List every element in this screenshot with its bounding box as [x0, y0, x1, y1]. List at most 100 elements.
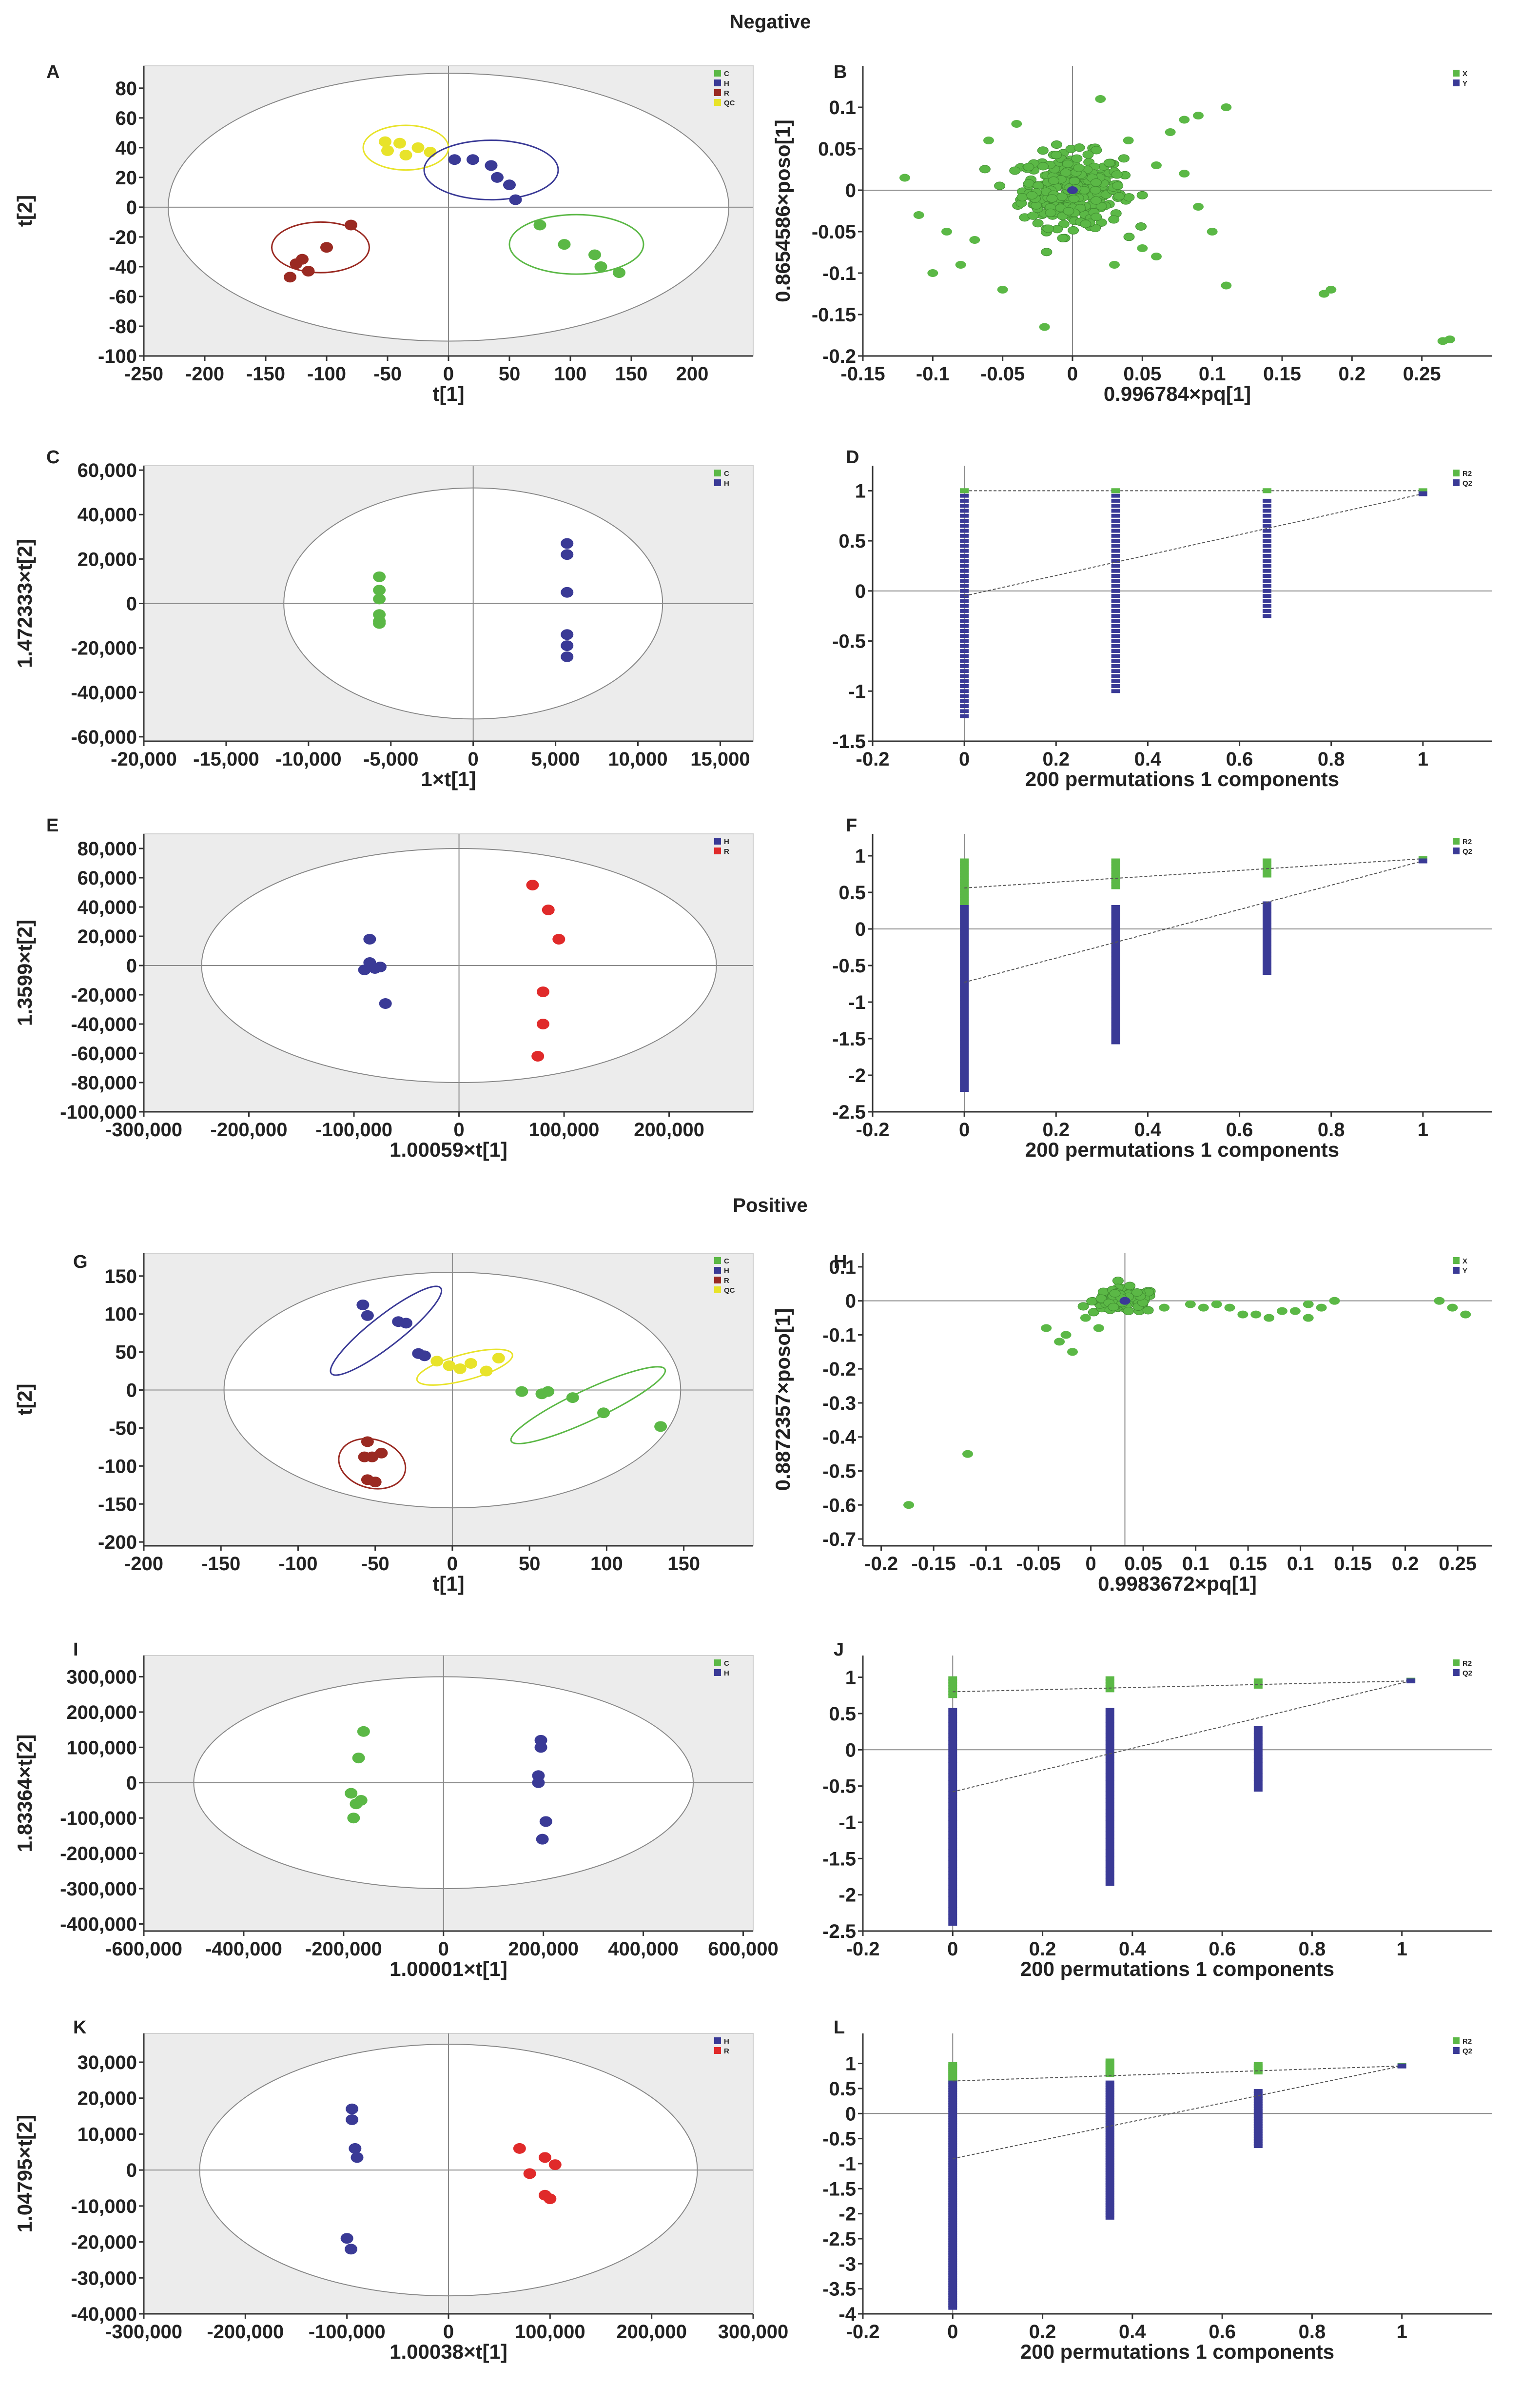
y-tick-label: -2.5	[832, 1102, 866, 1123]
q2-permutation-point	[1253, 2124, 1263, 2128]
q2-permutation-point	[948, 2135, 957, 2140]
y-tick-label: 0	[126, 2160, 137, 2181]
x-tick-label: 1	[1397, 1938, 1407, 1960]
q2-permutation-point	[1263, 519, 1272, 523]
data-point-x	[983, 137, 994, 144]
q2-permutation-point	[960, 905, 969, 909]
data-point-x	[1041, 1324, 1052, 1332]
q2-permutation-point	[1105, 1748, 1114, 1752]
r2-permutation-point	[960, 896, 969, 901]
y-tick-label: 20,000	[78, 2088, 137, 2110]
q2-permutation-point	[948, 2146, 957, 2150]
legend-swatch-x	[1453, 70, 1460, 77]
data-point-x	[1250, 1310, 1262, 1319]
y-tick-label: 0.5	[838, 531, 866, 552]
data-point-h	[363, 934, 376, 945]
q2-permutation-point	[948, 2150, 957, 2155]
data-point-r	[538, 2152, 551, 2163]
loading-point	[1048, 176, 1059, 185]
q2-permutation-point	[960, 1040, 969, 1045]
q2-permutation-point	[948, 2186, 957, 2190]
q2-permutation-point	[1105, 2133, 1114, 2137]
panel-label: D	[846, 447, 859, 468]
legend-swatch-q2	[1453, 479, 1460, 486]
group-ellipse-r	[338, 1438, 407, 1490]
q2-permutation-point	[948, 2296, 957, 2300]
group-ellipse-qc	[416, 1348, 513, 1386]
y-tick-label: 1	[855, 480, 866, 502]
x-tick-label: -600,000	[105, 1938, 182, 1960]
legend-label-q2: Q2	[1462, 479, 1472, 488]
y-tick-label: -40	[109, 256, 137, 278]
panel-label: G	[73, 1252, 88, 1272]
x-tick-label: -200,000	[211, 1119, 288, 1141]
q2-permutation-point	[1105, 1718, 1114, 1723]
q2-permutation-point	[960, 689, 969, 693]
data-point-x	[1060, 1331, 1072, 1339]
q2-permutation-point	[1105, 1856, 1114, 1861]
r2-permutation-point	[1105, 1688, 1114, 1693]
q2-permutation-point	[1263, 971, 1272, 975]
y-tick-label: -0.5	[822, 1461, 856, 1482]
q2-permutation-point	[948, 2253, 957, 2257]
q2-permutation-point	[948, 2281, 957, 2285]
q2-permutation-point	[1253, 2094, 1263, 2098]
q2-permutation-point	[960, 493, 969, 498]
x-tick-label: 100,000	[529, 1119, 600, 1141]
y-tick-label: -0.5	[832, 955, 866, 977]
loading-point	[994, 181, 1006, 190]
data-point-h	[509, 194, 522, 205]
y-tick-label: 0	[845, 1739, 856, 1761]
legend-swatch-r2	[1453, 470, 1460, 476]
q2-permutation-point	[948, 2105, 957, 2110]
data-point-x	[1185, 1300, 1196, 1308]
y-tick-label: -150	[98, 1494, 137, 1515]
x-tick-label: 0	[453, 1119, 464, 1141]
q2-permutation-point	[948, 1806, 957, 1810]
q2-permutation-point	[1263, 553, 1272, 558]
q2-permutation-point	[1111, 905, 1120, 909]
y-tick-label: -80	[109, 316, 137, 337]
q2-permutation-point	[1111, 945, 1120, 949]
data-point-x	[1211, 1300, 1222, 1308]
x-tick-label: 0.6	[1209, 2321, 1236, 2343]
q2-permutation-point	[960, 684, 969, 688]
legend-swatch-qc	[714, 1286, 721, 1293]
data-point-r	[544, 2193, 557, 2205]
loading-point	[1062, 159, 1073, 168]
r2-permutation-point	[1111, 879, 1120, 884]
x-tick-label: 0.1	[1182, 1553, 1209, 1575]
data-point-h	[491, 172, 504, 183]
q2-permutation-point	[948, 2238, 957, 2243]
loading-point	[1103, 158, 1115, 167]
q2-permutation-point	[948, 1853, 957, 1857]
q2-permutation-point	[1111, 1037, 1120, 1041]
y-tick-label: 0	[126, 197, 137, 218]
q2-permutation-point	[1105, 2213, 1114, 2217]
data-point-x	[1165, 128, 1176, 136]
q2-permutation-point	[1105, 2153, 1114, 2157]
legend-label-h: H	[724, 1669, 729, 1677]
q2-permutation-point	[1111, 649, 1120, 653]
panel-c: C -60,000 -40,000 -20,000 0 20,000 40,000 60,00…	[13, 447, 754, 790]
q2-permutation-point	[960, 553, 969, 558]
q2-permutation-point	[1253, 2109, 1263, 2113]
loading-point	[1057, 234, 1069, 242]
q2-permutation-point	[960, 964, 969, 967]
q2-permutation-point	[1105, 2123, 1114, 2127]
q2-permutation-point	[1263, 604, 1272, 608]
q2-permutation-point	[1105, 2140, 1114, 2145]
q2-permutation-point	[1105, 2148, 1114, 2152]
q2-permutation-point	[960, 952, 969, 957]
data-point-c	[345, 1788, 358, 1799]
q2-permutation-point	[1253, 1748, 1263, 1752]
r2-permutation-point	[948, 1676, 957, 1681]
r2-permutation-point	[960, 864, 969, 869]
data-point-x	[1264, 1314, 1275, 1322]
legend-swatch-r2	[1453, 1659, 1460, 1666]
loading-point	[1086, 1297, 1098, 1306]
x-tick-label: 50	[499, 363, 521, 385]
q2-permutation-point	[948, 2198, 957, 2202]
r2-permutation-point	[1253, 1681, 1263, 1686]
q2-permutation-point	[1111, 689, 1120, 693]
